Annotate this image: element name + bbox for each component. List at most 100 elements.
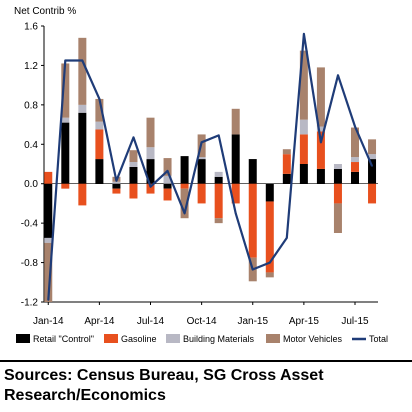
bar-motor-vehicles-apr-15 xyxy=(299,50,308,120)
total-line xyxy=(47,32,374,301)
bar-motor-vehicles-jun-14 xyxy=(129,150,138,163)
bar-motor-vehicles-aug-14 xyxy=(163,158,172,176)
bar-building-materials-aug-14 xyxy=(163,175,172,184)
bar-motor-vehicles-aug-15 xyxy=(368,139,377,155)
bar-gasoline-jan-15 xyxy=(248,183,257,258)
total-point-jun-14 xyxy=(132,136,135,139)
legend-swatch-gasoline xyxy=(104,334,118,343)
total-point-jun-15 xyxy=(337,74,339,77)
bar-gasoline-nov-14 xyxy=(214,183,223,219)
bar-retail-control-jul-14 xyxy=(146,159,155,184)
bar-retail-control-jan-15 xyxy=(248,159,257,184)
bar-retail-control-jan-14 xyxy=(44,183,53,238)
bar-building-materials-may-15 xyxy=(316,126,325,132)
bar-gasoline-may-15 xyxy=(316,131,325,169)
bar-motor-vehicles-dec-14 xyxy=(231,108,240,135)
bar-gasoline-jan-14 xyxy=(44,171,53,184)
x-tick-label: Jul-15 xyxy=(341,316,369,327)
x-tick-label: Jul-14 xyxy=(137,316,165,327)
bar-gasoline-apr-15 xyxy=(299,134,308,164)
total-point-jan-14 xyxy=(47,299,50,301)
bar-motor-vehicles-jul-14 xyxy=(146,117,155,148)
bar-building-materials-apr-14 xyxy=(95,121,104,130)
bar-building-materials-jan-14 xyxy=(44,237,53,243)
y-axis-title: Net Contrib % xyxy=(14,6,76,17)
bar-retail-control-jun-14 xyxy=(129,166,138,184)
x-tick-label: Jan-14 xyxy=(33,316,64,327)
bar-gasoline-jul-14 xyxy=(146,183,155,194)
bar-motor-vehicles-jun-15 xyxy=(333,203,342,233)
total-point-jul-14 xyxy=(149,185,152,188)
bar-building-materials-oct-14 xyxy=(197,157,206,160)
bar-retail-control-jul-15 xyxy=(350,171,359,184)
legend-label-gasoline: Gasoline xyxy=(121,334,157,344)
total-point-nov-14 xyxy=(217,134,220,137)
bar-motor-vehicles-sep-14 xyxy=(180,188,189,219)
bar-motor-vehicles-feb-15 xyxy=(265,272,274,278)
bar-building-materials-mar-14 xyxy=(78,104,87,113)
bar-motor-vehicles-apr-14 xyxy=(95,98,104,122)
bar-building-materials-nov-14 xyxy=(214,171,223,177)
bar-motor-vehicles-mar-15 xyxy=(282,149,291,155)
x-tick-label: Jan-15 xyxy=(237,316,268,327)
total-point-aug-15 xyxy=(371,165,373,167)
total-point-jan-15 xyxy=(251,268,254,271)
bar-gasoline-may-14 xyxy=(112,188,121,194)
total-point-apr-15 xyxy=(303,33,305,35)
bar-motor-vehicles-mar-14 xyxy=(78,37,87,105)
bar-retail-control-feb-14 xyxy=(61,122,70,184)
bar-gasoline-feb-14 xyxy=(61,183,70,189)
total-line-series xyxy=(47,32,374,301)
legend-label-motor-vehicles: Motor Vehicles xyxy=(283,334,343,344)
total-point-aug-14 xyxy=(166,170,169,172)
x-tick-label: Oct-14 xyxy=(187,316,217,327)
bar-retail-control-jun-15 xyxy=(333,168,342,184)
x-tick-label: Apr-15 xyxy=(289,316,319,327)
bar-gasoline-mar-14 xyxy=(78,183,87,206)
legend-swatch-motor-vehicles xyxy=(266,334,280,343)
source-note: Sources: Census Bureau, SG Cross Asset R… xyxy=(4,367,324,404)
y-tick-label: -0.4 xyxy=(21,219,39,230)
bar-retail-control-dec-14 xyxy=(231,134,240,184)
bar-retail-control-nov-14 xyxy=(214,176,223,184)
y-tick-label: -1.2 xyxy=(21,298,39,309)
bar-gasoline-sep-14 xyxy=(180,183,189,189)
total-point-may-14 xyxy=(115,179,118,182)
chart: Net Contrib % 1.6 1.2 0.8 0.4 0.0 -0.4 -0.8 -1.… xyxy=(14,6,388,344)
bar-gasoline-aug-14 xyxy=(163,188,172,201)
bar-gasoline-jun-14 xyxy=(129,183,138,199)
bar-retail-control-apr-15 xyxy=(299,164,308,184)
bar-retail-control-may-14 xyxy=(112,183,121,189)
legend-swatch-building-materials xyxy=(166,334,180,343)
y-axis: 1.6 1.2 0.8 0.4 0.0 -0.4 -0.8 -1.2 xyxy=(21,22,45,309)
total-point-may-15 xyxy=(320,141,322,144)
total-point-mar-15 xyxy=(286,237,288,239)
bar-retail-control-mar-14 xyxy=(78,112,87,184)
bar-building-materials-jun-15 xyxy=(333,164,342,169)
bar-gasoline-feb-15 xyxy=(265,201,274,273)
bar-gasoline-mar-15 xyxy=(282,154,291,174)
bar-motor-vehicles-nov-14 xyxy=(214,218,223,224)
total-point-jul-15 xyxy=(354,125,356,128)
bar-retail-control-aug-15 xyxy=(368,159,377,184)
bar-motor-vehicles-jul-15 xyxy=(350,127,359,158)
y-tick-label: 1.6 xyxy=(24,22,38,33)
total-point-feb-15 xyxy=(268,261,271,264)
total-point-sep-14 xyxy=(183,212,186,215)
y-tick-label: 0.8 xyxy=(24,100,38,111)
bar-building-materials-jul-14 xyxy=(146,147,155,160)
y-tick-label: 1.2 xyxy=(24,61,38,72)
source-divider xyxy=(0,360,412,362)
y-tick-label: 0.4 xyxy=(24,140,38,151)
bar-building-materials-may-14 xyxy=(112,181,121,184)
x-tick-label: Apr-14 xyxy=(84,316,114,327)
bar-building-materials-jul-15 xyxy=(350,157,359,163)
bar-retail-control-feb-15 xyxy=(265,183,274,202)
bar-gasoline-jul-15 xyxy=(350,162,359,172)
legend-swatch-retail-control xyxy=(16,334,30,343)
bar-gasoline-aug-15 xyxy=(368,183,377,204)
total-point-feb-14 xyxy=(64,59,67,62)
bar-retail-control-may-15 xyxy=(316,168,325,184)
total-point-apr-14 xyxy=(98,98,101,100)
bar-retail-control-mar-15 xyxy=(282,173,291,184)
